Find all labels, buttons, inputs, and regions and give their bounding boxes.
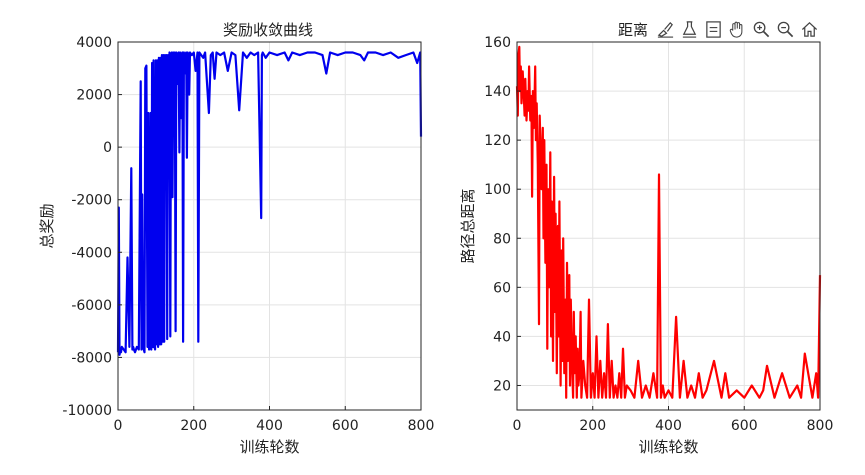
- reward-y-tick-label: -4000: [71, 245, 112, 261]
- reward-y-tick-label: -10000: [62, 403, 112, 419]
- distance-y-axis-label: 路径总距离: [459, 188, 477, 263]
- distance-x-tick-label: 400: [655, 418, 682, 434]
- distance-y-tick-label: 140: [484, 84, 511, 100]
- distance-y-tick-label: 60: [493, 280, 511, 296]
- distance-y-tick-label: 160: [484, 35, 511, 51]
- distance-y-tick-label: 20: [493, 378, 511, 394]
- brush-icon[interactable]: [654, 18, 676, 40]
- reward-y-tick-label: -6000: [71, 298, 112, 314]
- distance-chart: 0 200 400 600 800 20 40 60 80 100 120 140 160 训练轮数 路径总…: [459, 35, 833, 456]
- zoom-out-icon[interactable]: [774, 18, 796, 40]
- reward-x-tick-label: 800: [408, 418, 435, 434]
- distance-y-tick-label: 100: [484, 182, 511, 198]
- reward-x-axis-label: 训练轮数: [239, 438, 299, 456]
- reward-y-tick-label: 2000: [76, 88, 112, 104]
- reward-y-tick-label: -2000: [71, 193, 112, 209]
- datatip-icon[interactable]: [702, 18, 724, 40]
- reward-chart-title: 奖励收敛曲线: [223, 21, 313, 39]
- distance-x-tick-label: 200: [579, 418, 606, 434]
- distance-x-axis-label: 训练轮数: [638, 438, 698, 456]
- zoom-in-icon[interactable]: [750, 18, 772, 40]
- distance-x-tick-label: 600: [731, 418, 758, 434]
- export-icon[interactable]: [678, 18, 700, 40]
- axes-toolbar: 距离: [618, 15, 820, 43]
- distance-y-tick-label: 40: [493, 329, 511, 345]
- reward-x-tick-label: 200: [180, 418, 207, 434]
- distance-series-line: [515, 45, 822, 399]
- reward-y-tick-label: 0: [103, 140, 112, 156]
- reward-chart: 奖励收敛曲线 0 200 400 600 800 -10000 -8000 -6000 -400…: [38, 21, 434, 456]
- distance-x-tick-label: 0: [513, 418, 522, 434]
- reward-x-tick-label: 0: [114, 418, 123, 434]
- distance-x-tick-label: 800: [807, 418, 834, 434]
- reward-x-tick-label: 400: [256, 418, 283, 434]
- distance-y-tick-label: 80: [493, 231, 511, 247]
- toolbar-overlay-label: 距离: [618, 20, 649, 39]
- reward-y-tick-label: -8000: [71, 350, 112, 366]
- reward-y-tick-label: 4000: [76, 35, 112, 51]
- reward-x-tick-label: 600: [332, 418, 359, 434]
- reward-y-axis-label: 总奖励: [38, 203, 56, 248]
- distance-y-tick-label: 120: [484, 133, 511, 149]
- home-icon[interactable]: [798, 18, 820, 40]
- pan-hand-icon[interactable]: [726, 18, 748, 40]
- reward-series-line: [116, 51, 423, 356]
